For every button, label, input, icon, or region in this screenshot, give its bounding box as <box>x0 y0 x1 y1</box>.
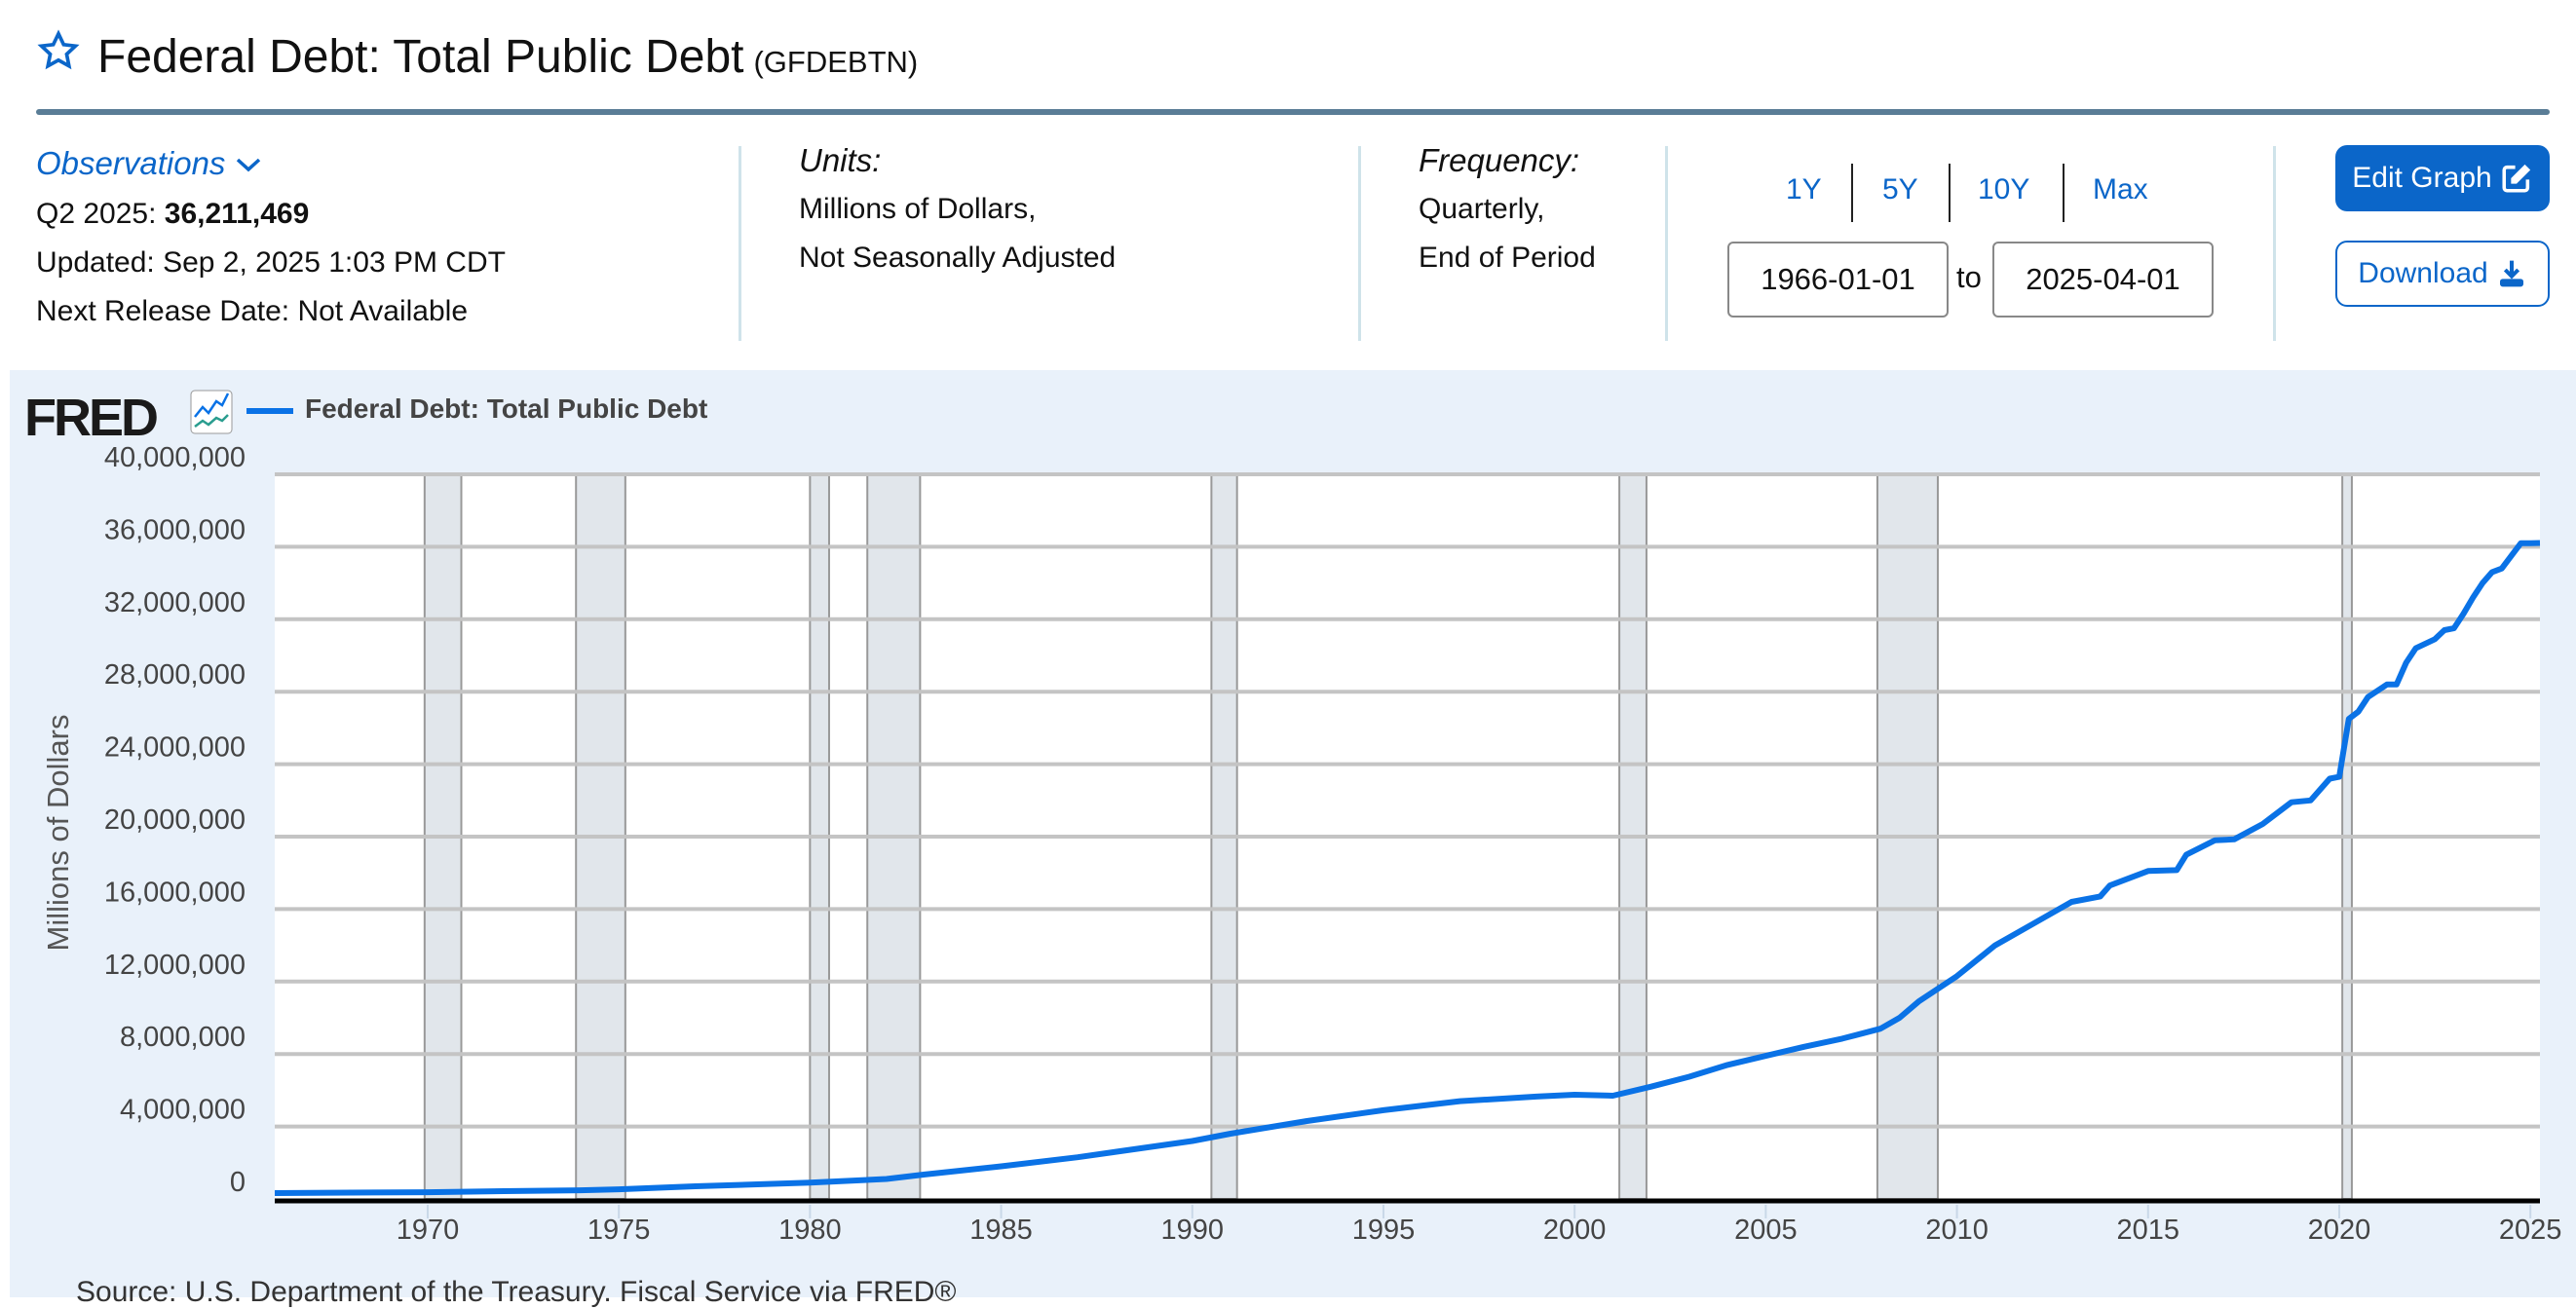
range-5y[interactable]: 5Y <box>1882 173 1918 206</box>
chart-logo-icon <box>190 390 233 434</box>
y-tick-label: 24,000,000 <box>104 732 246 764</box>
y-tick-label: 4,000,000 <box>120 1095 246 1126</box>
legend-swatch <box>246 408 293 414</box>
divider <box>1665 146 1668 341</box>
y-tick-label: 20,000,000 <box>104 804 246 836</box>
observations-label[interactable]: Observations <box>36 145 226 181</box>
units-label: Units: <box>799 142 882 178</box>
range-separator <box>1851 164 1853 222</box>
range-10y[interactable]: 10Y <box>1978 173 2030 206</box>
y-tick-label: 32,000,000 <box>104 587 246 618</box>
updated-text: Updated: Sep 2, 2025 1:03 PM CDT <box>36 246 506 279</box>
edit-icon <box>2502 164 2530 193</box>
next-release-text: Next Release Date: Not Available <box>36 295 469 327</box>
title-divider <box>36 109 2550 115</box>
x-tick-label: 2015 <box>2117 1215 2180 1246</box>
chevron-down-icon[interactable] <box>234 155 263 174</box>
frequency-label: Frequency: <box>1419 142 1580 178</box>
download-button[interactable]: Download <box>2335 241 2550 307</box>
frequency-line1: Quarterly, <box>1419 193 1545 225</box>
y-tick-label: 28,000,000 <box>104 659 246 691</box>
range-max[interactable]: Max <box>2093 173 2148 206</box>
x-tick-label: 2000 <box>1543 1215 1607 1246</box>
y-tick-label: 0 <box>230 1167 246 1198</box>
source-note: Source: U.S. Department of the Treasury.… <box>76 1276 957 1308</box>
series-line <box>274 540 2541 1196</box>
series-id: (GFDEBTN) <box>753 45 919 79</box>
x-tick-label: 2010 <box>1925 1215 1989 1246</box>
y-axis-title: Millions of Dollars <box>41 715 75 952</box>
observations-block: Observations Q2 2025: 36,211,469 Updated… <box>36 139 506 336</box>
y-tick-label: 12,000,000 <box>104 950 246 981</box>
range-separator <box>2063 164 2065 222</box>
x-tick-label: 2025 <box>2499 1215 2562 1246</box>
x-tick-label: 1995 <box>1352 1215 1416 1246</box>
y-tick-label: 40,000,000 <box>104 442 246 473</box>
divider <box>2273 146 2276 341</box>
legend-label: Federal Debt: Total Public Debt <box>305 393 708 424</box>
page-title: Federal Debt: Total Public Debt <box>97 31 744 83</box>
title-row: Federal Debt: Total Public Debt (GFDEBTN… <box>37 29 918 84</box>
edit-graph-button[interactable]: Edit Graph <box>2335 145 2550 211</box>
download-label: Download <box>2358 257 2488 289</box>
latest-value: 36,211,469 <box>164 198 310 230</box>
download-icon <box>2499 260 2523 287</box>
units-block: Units: Millions of Dollars, Not Seasonal… <box>799 136 1116 282</box>
x-tick-label: 2005 <box>1734 1215 1798 1246</box>
range-separator <box>1949 164 1951 222</box>
x-tick-label: 1985 <box>969 1215 1033 1246</box>
x-tick-label: 1975 <box>587 1215 651 1246</box>
range-1y[interactable]: 1Y <box>1786 173 1822 206</box>
x-tick-label: 2020 <box>2308 1215 2371 1246</box>
divider <box>1358 146 1361 341</box>
edit-graph-label: Edit Graph <box>2352 162 2492 194</box>
end-date-input[interactable]: 2025-04-01 <box>1992 242 2214 318</box>
divider <box>739 146 741 341</box>
units-line2: Not Seasonally Adjusted <box>799 242 1117 274</box>
fred-logo[interactable]: FRED <box>24 389 159 447</box>
frequency-block: Frequency: Quarterly, End of Period <box>1419 136 1596 282</box>
x-tick-label: 1990 <box>1161 1215 1225 1246</box>
to-label: to <box>1956 260 1982 294</box>
y-tick-label: 16,000,000 <box>104 877 246 908</box>
observations-toggle[interactable]: Observations <box>36 139 506 190</box>
star-icon[interactable] <box>37 29 80 72</box>
y-tick-label: 36,000,000 <box>104 514 246 545</box>
frequency-line2: End of Period <box>1419 242 1596 274</box>
units-line1: Millions of Dollars, <box>799 193 1037 225</box>
x-tick-label: 1980 <box>778 1215 842 1246</box>
start-date-input[interactable]: 1966-01-01 <box>1727 242 1949 318</box>
x-tick-label: 1970 <box>397 1215 460 1246</box>
y-tick-label: 8,000,000 <box>120 1022 246 1053</box>
latest-period: Q2 2025: <box>36 198 157 230</box>
